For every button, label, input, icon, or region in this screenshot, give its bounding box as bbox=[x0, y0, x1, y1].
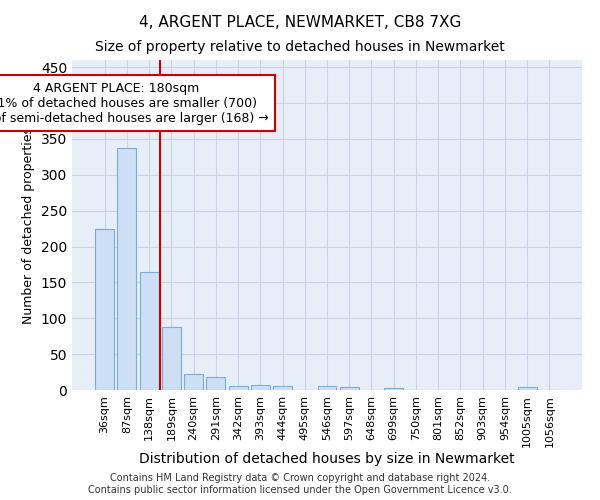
X-axis label: Distribution of detached houses by size in Newmarket: Distribution of detached houses by size … bbox=[139, 452, 515, 466]
Bar bbox=[518, 387, 536, 390]
Bar bbox=[273, 386, 292, 390]
Bar bbox=[384, 388, 403, 390]
Text: 4, ARGENT PLACE, NEWMARKET, CB8 7XG: 4, ARGENT PLACE, NEWMARKET, CB8 7XG bbox=[139, 15, 461, 30]
Bar bbox=[340, 387, 359, 390]
Bar bbox=[140, 272, 158, 390]
Y-axis label: Number of detached properties: Number of detached properties bbox=[22, 126, 35, 324]
Bar bbox=[206, 377, 225, 390]
Bar bbox=[118, 148, 136, 390]
Text: Size of property relative to detached houses in Newmarket: Size of property relative to detached ho… bbox=[95, 40, 505, 54]
Text: Contains HM Land Registry data © Crown copyright and database right 2024.
Contai: Contains HM Land Registry data © Crown c… bbox=[88, 474, 512, 495]
Bar bbox=[95, 228, 114, 390]
Bar bbox=[317, 386, 337, 390]
Bar bbox=[229, 386, 248, 390]
Text: 4 ARGENT PLACE: 180sqm
← 81% of detached houses are smaller (700)
19% of semi-de: 4 ARGENT PLACE: 180sqm ← 81% of detached… bbox=[0, 82, 269, 124]
Bar bbox=[251, 385, 270, 390]
Bar bbox=[184, 374, 203, 390]
Bar bbox=[162, 327, 181, 390]
